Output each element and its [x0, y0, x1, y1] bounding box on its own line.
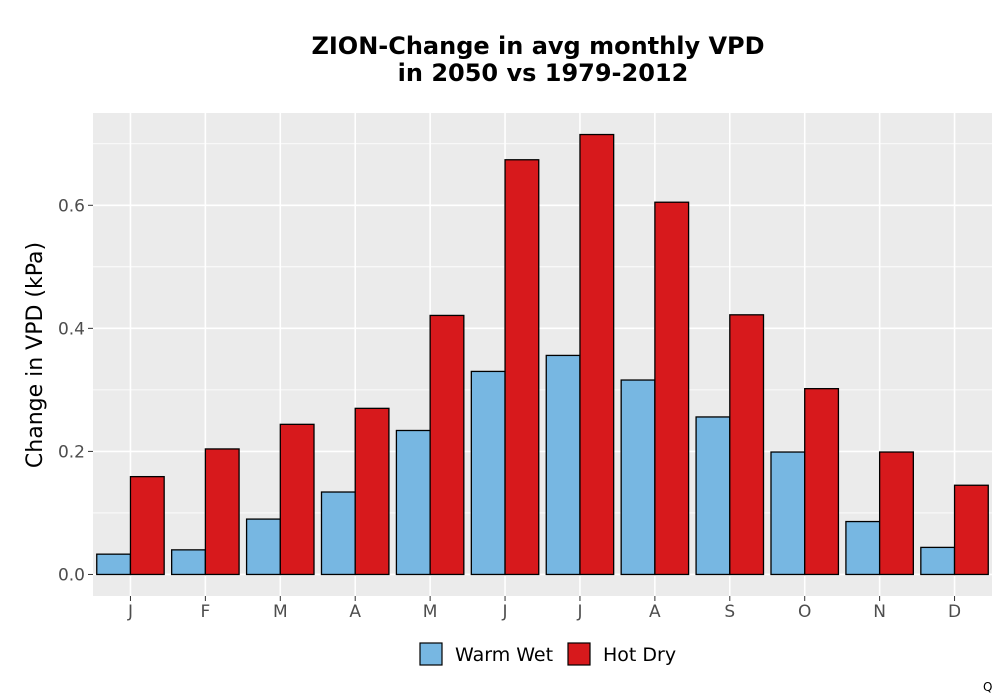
- y-tick-label: 0.2: [58, 442, 85, 462]
- bar-warm-wet: [395, 429, 431, 576]
- x-tick-label: J: [127, 602, 133, 622]
- y-tick-label: 0.4: [58, 319, 85, 339]
- legend: Warm Wet Hot Dry: [419, 642, 676, 666]
- legend-label-warm-wet: Warm Wet: [455, 644, 553, 666]
- bars: [96, 133, 989, 576]
- x-tick-label: N: [873, 602, 886, 622]
- x-tick-label: J: [576, 602, 582, 622]
- x-tick-label: M: [423, 602, 438, 622]
- bar-warm-wet: [96, 553, 132, 576]
- bar-hot-dry: [279, 423, 315, 576]
- plot-panel: [93, 113, 992, 596]
- bar-hot-dry: [804, 387, 840, 576]
- corner-mark: Q: [983, 680, 992, 694]
- bar-hot-dry: [429, 314, 465, 576]
- bar-hot-dry: [654, 201, 690, 576]
- bar-warm-wet: [845, 520, 881, 576]
- bar-hot-dry: [354, 407, 390, 576]
- bar-hot-dry: [878, 451, 914, 576]
- legend-label-hot-dry: Hot Dry: [603, 644, 676, 666]
- x-tick-label: S: [724, 602, 735, 622]
- bar-warm-wet: [620, 379, 656, 576]
- bar-warm-wet: [920, 546, 956, 576]
- bar-warm-wet: [171, 549, 207, 576]
- bar-hot-dry: [579, 133, 615, 576]
- bar-hot-dry: [729, 314, 765, 576]
- bar-hot-dry: [953, 484, 989, 576]
- x-tick-label: A: [349, 602, 361, 622]
- grid-minor: [93, 143, 992, 514]
- bar-hot-dry: [129, 475, 165, 576]
- bar-hot-dry: [504, 159, 540, 576]
- y-tick-label: 0.6: [58, 196, 85, 216]
- bar-warm-wet: [545, 354, 581, 576]
- chart-title-line-1: ZION-Change in avg monthly VPD: [311, 32, 764, 60]
- y-axis-ticks: 0.0 0.2 0.4 0.6: [58, 196, 93, 585]
- legend-swatch-warm-wet: [419, 642, 443, 666]
- y-axis-label: Change in VPD (kPa): [23, 242, 48, 468]
- bar-warm-wet: [245, 518, 281, 576]
- chart-title-line-2: in 2050 vs 1979-2012: [398, 59, 689, 87]
- bar-warm-wet: [470, 370, 506, 576]
- bar-warm-wet: [320, 491, 356, 576]
- x-tick-label: F: [200, 602, 210, 622]
- y-tick-label: 0.0: [58, 565, 85, 585]
- bar-warm-wet: [770, 451, 806, 576]
- x-tick-label: A: [649, 602, 661, 622]
- x-tick-label: J: [502, 602, 508, 622]
- x-tick-label: O: [798, 602, 811, 622]
- bar-warm-wet: [695, 416, 731, 576]
- x-tick-label: M: [273, 602, 288, 622]
- legend-swatch-hot-dry: [567, 642, 591, 666]
- bar-hot-dry: [204, 448, 240, 576]
- x-tick-label: D: [948, 602, 961, 622]
